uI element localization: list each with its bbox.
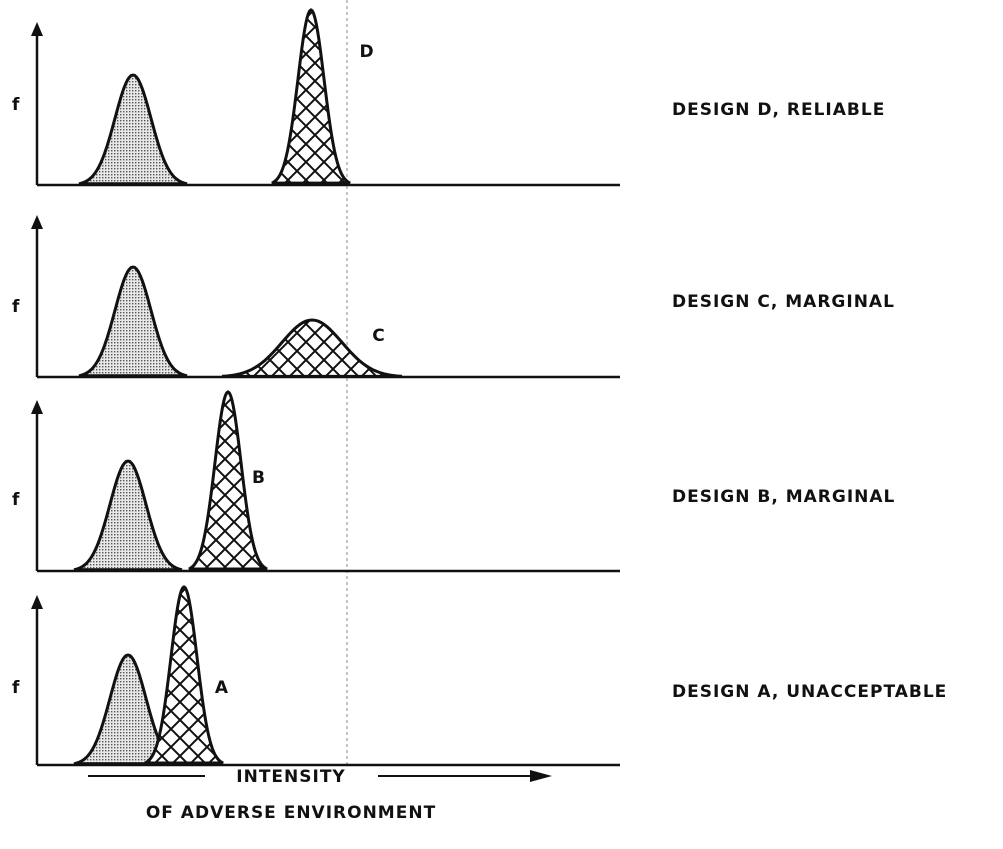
y-axis-arrowhead	[31, 215, 43, 229]
design-caption: DESIGN C, MARGINAL	[672, 292, 895, 312]
curve-label: C	[372, 326, 385, 346]
curve-label: D	[359, 42, 374, 62]
x-axis-label: INTENSITY	[236, 767, 345, 787]
curve-label: A	[215, 678, 229, 698]
y-axis-label: f	[12, 95, 20, 115]
stress-curve	[78, 73, 188, 186]
axis-arrowhead	[530, 770, 552, 782]
strength-curve	[188, 390, 268, 571]
curve-label: B	[252, 468, 266, 488]
y-axis-label: f	[12, 490, 20, 510]
strength-curve	[221, 318, 403, 378]
y-axis-label: f	[12, 678, 20, 698]
y-axis-label: f	[12, 297, 20, 317]
y-axis-arrowhead	[31, 400, 43, 414]
design-caption: DESIGN A, UNACCEPTABLE	[672, 682, 947, 702]
stress-curve	[73, 459, 183, 572]
strength-curve	[144, 585, 224, 765]
design-caption: DESIGN D, RELIABLE	[672, 100, 885, 120]
y-axis-arrowhead	[31, 22, 43, 36]
x-axis-label: OF ADVERSE ENVIRONMENT	[146, 803, 436, 823]
design-caption: DESIGN B, MARGINAL	[672, 487, 895, 507]
stress-curve	[78, 265, 188, 378]
strength-curve	[271, 8, 351, 185]
y-axis-arrowhead	[31, 595, 43, 609]
